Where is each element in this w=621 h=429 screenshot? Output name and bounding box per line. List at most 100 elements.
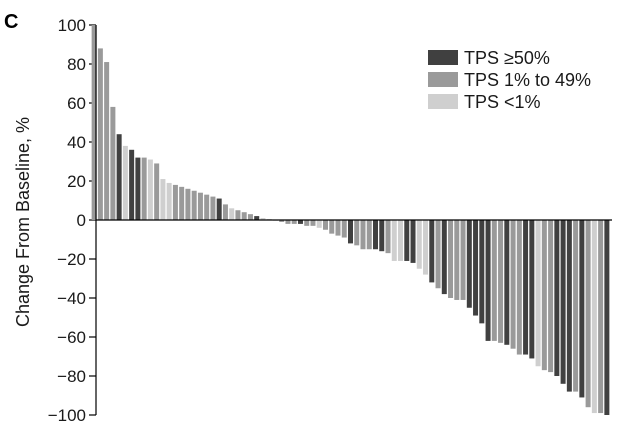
bar-tps_high	[466, 220, 472, 308]
legend-swatch-tps_mid	[428, 72, 458, 87]
bar-tps_mid	[322, 220, 328, 230]
y-tick-label: −80	[57, 367, 86, 386]
legend-label: TPS <1%	[464, 92, 541, 112]
bars-group	[91, 25, 610, 415]
legend: TPS ≥50%TPS 1% to 49%TPS <1%	[428, 48, 591, 112]
bar-tps_high	[373, 220, 379, 250]
bar-tps_low	[166, 182, 172, 220]
bar-tps_mid	[510, 220, 516, 349]
y-axis: 100 80 60 40 20 0 −20 −40 −60 −80 −100	[48, 16, 96, 425]
bar-tps_mid	[498, 220, 504, 343]
y-tick-label: 80	[67, 55, 86, 74]
bar-tps_mid	[185, 188, 191, 220]
bar-tps_mid	[204, 194, 210, 220]
bar-tps_high	[135, 157, 141, 220]
bar-tps_low	[398, 220, 404, 261]
bar-tps_mid	[241, 212, 247, 220]
bar-tps_mid	[97, 48, 103, 221]
bar-tps_mid	[179, 186, 185, 220]
y-tick-label: 60	[67, 94, 86, 113]
bar-tps_high	[479, 220, 485, 324]
bar-tps_mid	[548, 220, 554, 373]
legend-swatch-tps_low	[428, 94, 458, 109]
bar-tps_mid	[329, 220, 335, 234]
bar-tps_mid	[310, 220, 316, 226]
bar-tps_low	[391, 220, 397, 261]
y-tick-label: −40	[57, 289, 86, 308]
bar-tps_mid	[541, 220, 547, 371]
bar-tps_mid	[491, 220, 497, 341]
bar-tps_high	[404, 220, 410, 261]
bar-tps_mid	[448, 220, 454, 298]
bar-tps_low	[591, 220, 597, 414]
bar-tps_mid	[435, 220, 441, 289]
bar-tps_mid	[460, 220, 466, 300]
bar-tps_high	[566, 220, 572, 392]
bar-tps_high	[254, 216, 260, 220]
bar-tps_mid	[360, 220, 366, 250]
bar-tps_mid	[110, 106, 116, 220]
bar-tps_low	[122, 145, 128, 220]
bar-tps_low	[160, 179, 166, 220]
bar-tps_high	[485, 220, 491, 341]
bar-tps_high	[523, 220, 529, 355]
bar-tps_mid	[104, 62, 110, 220]
y-tick-label: 20	[67, 172, 86, 191]
bar-tps_high	[473, 220, 479, 316]
bar-tps_mid	[454, 220, 460, 300]
bar-tps_high	[554, 220, 560, 376]
bar-tps_mid	[598, 220, 604, 414]
y-tick-label: −100	[48, 406, 86, 425]
bar-tps_high	[504, 220, 510, 345]
bar-tps_mid	[141, 157, 147, 220]
y-tick-label: −60	[57, 328, 86, 347]
bar-tps_mid	[516, 220, 522, 355]
bar-tps_mid	[247, 214, 253, 220]
bar-tps_mid	[291, 220, 297, 224]
bar-tps_low	[416, 220, 422, 269]
y-tick-label: −20	[57, 250, 86, 269]
legend-swatch-tps_high	[428, 50, 458, 65]
bar-tps_low	[535, 220, 541, 367]
bar-tps_low	[260, 218, 266, 220]
y-tick-label: 0	[77, 211, 86, 230]
y-tick-label: 40	[67, 133, 86, 152]
bar-tps_mid	[279, 220, 285, 222]
bar-tps_mid	[210, 196, 216, 220]
bar-tps_high	[560, 220, 566, 384]
bar-tps_mid	[385, 220, 391, 254]
bar-tps_mid	[154, 163, 160, 220]
bar-tps_mid	[366, 220, 372, 250]
bar-tps_mid	[222, 204, 228, 220]
bar-tps_mid	[235, 210, 241, 220]
bar-tps_mid	[197, 192, 203, 220]
bar-tps_low	[147, 159, 153, 220]
bar-tps_high	[129, 149, 135, 220]
bar-tps_mid	[585, 220, 591, 408]
bar-tps_high	[116, 134, 122, 220]
legend-label: TPS ≥50%	[464, 48, 550, 68]
bar-tps_high	[348, 220, 353, 244]
bar-tps_mid	[354, 220, 360, 246]
panel-label: C	[4, 11, 18, 33]
bar-tps_high	[529, 220, 535, 359]
bar-tps_mid	[573, 220, 579, 392]
bar-tps_mid	[341, 220, 347, 238]
bar-tps_mid	[335, 220, 341, 236]
bar-tps_high	[579, 220, 585, 398]
y-tick-label: 100	[58, 16, 86, 35]
bar-tps_high	[429, 220, 435, 283]
bar-tps_high	[604, 220, 610, 415]
bar-tps_mid	[285, 220, 291, 224]
bar-tps_high	[216, 198, 222, 220]
bar-tps_mid	[91, 25, 97, 220]
bar-tps_high	[379, 220, 385, 252]
bar-tps_low	[229, 208, 235, 220]
y-axis-title: Change From Baseline, %	[13, 117, 33, 327]
legend-label: TPS 1% to 49%	[464, 70, 591, 90]
bar-tps_high	[297, 220, 303, 224]
bar-tps_high	[410, 220, 416, 263]
bar-tps_low	[423, 220, 429, 275]
bar-tps_mid	[172, 184, 178, 220]
